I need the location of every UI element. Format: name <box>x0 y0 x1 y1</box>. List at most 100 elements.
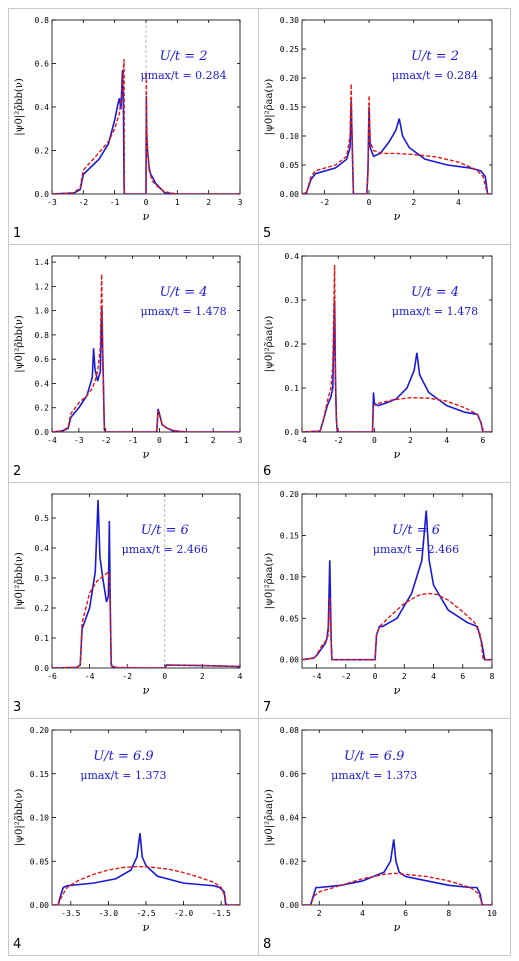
mu-max-annotation: μmax/t = 0.284 <box>141 69 227 82</box>
y-tick-label: 0.1 <box>285 384 300 393</box>
y-tick-label: 0.2 <box>35 604 50 613</box>
u-over-t-annotation: U/t = 4 <box>411 285 459 300</box>
x-tick-label: 2 <box>402 672 407 681</box>
x-tick-label: 2 <box>411 198 416 207</box>
x-tick-label: 10 <box>487 909 497 918</box>
x-tick-label: -4 <box>85 672 95 681</box>
exact-density-line <box>302 839 492 905</box>
x-tick-label: -4 <box>47 436 57 445</box>
chart-panel-5: -2 0 2 4 0.00 0.05 0.10 0.15 0.20 0.25 0.30 ν |ψ0|²ρ… <box>258 8 510 244</box>
panel-number: 1 <box>13 226 21 241</box>
x-tick-label: 8 <box>490 672 495 681</box>
chart-svg: -4 -3 -2 -1 0 1 2 3 0.0 0.2 0.4 0.6 0.8 1.0 1.2 1.4 ν |ψ0… <box>13 255 243 479</box>
y-tick-label: 0.10 <box>280 132 299 141</box>
exact-density-line <box>52 499 240 668</box>
chart-panel-7: -4 -2 0 2 4 6 8 0.00 0.05 0.10 0.15 0.20 ν |ψ0|²ρ̃aa(… <box>258 482 510 718</box>
mu-max-annotation: μmax/t = 1.478 <box>392 305 478 318</box>
y-tick-label: 0.0 <box>35 664 50 673</box>
y-tick-label: 1.0 <box>35 307 50 316</box>
u-over-t-annotation: U/t = 4 <box>160 285 208 300</box>
x-tick-label: -2.5 <box>136 909 155 918</box>
y-tick-label: 0.20 <box>280 74 299 83</box>
u-over-t-annotation: U/t = 2 <box>411 49 459 64</box>
u-over-t-annotation: U/t = 6.9 <box>344 749 404 764</box>
y-tick-label: 0.2 <box>285 340 300 349</box>
approx-density-line <box>302 264 492 432</box>
y-tick-label: 0.3 <box>35 574 50 583</box>
x-tick-label: -1 <box>110 198 120 207</box>
grid-rule <box>8 482 510 483</box>
y-axis-label: |ψ0|²ρ̃aa(ν) <box>264 789 275 846</box>
y-tick-label: 0.0 <box>35 428 50 437</box>
mu-max-annotation: μmax/t = 0.284 <box>392 69 478 82</box>
x-tick-label: -4 <box>297 436 307 445</box>
x-tick-label: -2 <box>79 198 89 207</box>
x-tick-label: 0 <box>367 198 372 207</box>
y-tick-label: 0.04 <box>280 814 299 823</box>
panel-number: 8 <box>263 937 271 952</box>
y-tick-label: 0.06 <box>280 770 299 779</box>
grid-rule <box>8 244 510 245</box>
y-tick-label: 0.6 <box>35 355 50 364</box>
approx-density-line <box>302 872 492 905</box>
x-tick-label: 3 <box>238 436 243 445</box>
grid-rule <box>8 8 510 9</box>
plot-frame <box>51 493 241 669</box>
y-tick-label: 0.1 <box>35 634 50 643</box>
x-tick-label: 0 <box>162 672 167 681</box>
mu-max-annotation: μmax/t = 2.466 <box>373 543 459 556</box>
y-axis-label: |ψ0|²ρ̃bb(ν) <box>14 789 25 847</box>
panel-number: 6 <box>263 464 271 479</box>
x-tick-label: -2 <box>320 198 330 207</box>
panel-number: 5 <box>263 226 271 241</box>
chart-svg: -6 -4 -2 0 2 4 0.0 0.1 0.2 0.3 0.4 0.5 ν |ψ0|²ρ̃bb(ν)… <box>13 493 243 715</box>
y-tick-label: 0.20 <box>280 490 299 499</box>
y-tick-label: 0.30 <box>280 16 299 25</box>
chart-panel-3: -6 -4 -2 0 2 4 0.0 0.1 0.2 0.3 0.4 0.5 ν |ψ0|²ρ̃bb(ν)… <box>8 482 258 718</box>
chart-panel-1: -3 -2 -1 0 1 2 3 0.0 0.2 0.4 0.6 0.8 ν |ψ0|²ρ̃bb(ν) 1 U… <box>8 8 258 244</box>
x-axis-label: ν <box>143 210 150 223</box>
y-tick-label: 0.15 <box>280 531 299 540</box>
exact-density-line <box>302 101 492 194</box>
x-axis-label: ν <box>394 448 401 461</box>
y-tick-label: 0.8 <box>35 16 50 25</box>
x-tick-label: 4 <box>444 436 449 445</box>
x-axis-label: ν <box>143 448 150 461</box>
y-tick-label: 0.00 <box>280 901 299 910</box>
chart-panel-2: -4 -3 -2 -1 0 1 2 3 0.0 0.2 0.4 0.6 0.8 1.0 1.2 1.4 ν |ψ0… <box>8 244 258 482</box>
y-axis-label: |ψ0|²ρ̃aa(ν) <box>264 79 275 136</box>
chart-panel-8: 2 4 6 8 10 0.00 0.02 0.04 0.06 0.08 ν |ψ0|²ρ̃aa(ν) 8… <box>258 718 510 955</box>
x-tick-label: -2 <box>341 672 351 681</box>
plot-frame <box>301 255 493 433</box>
x-tick-label: -3 <box>74 436 84 445</box>
chart-svg: -2 0 2 4 0.00 0.05 0.10 0.15 0.20 0.25 0.30 ν |ψ0|²ρ… <box>263 16 493 241</box>
u-over-t-annotation: U/t = 6.9 <box>93 749 153 764</box>
x-tick-label: 0 <box>157 436 162 445</box>
mu-max-annotation: μmax/t = 1.478 <box>141 305 227 318</box>
mu-max-annotation: μmax/t = 1.373 <box>80 769 166 782</box>
panel-number: 7 <box>263 700 271 715</box>
x-axis-label: ν <box>394 210 401 223</box>
x-tick-label: 1 <box>184 436 189 445</box>
exact-density-line <box>52 69 240 194</box>
panel-number: 2 <box>13 464 21 479</box>
y-tick-label: 0.20 <box>30 726 49 735</box>
y-tick-label: 0.0 <box>285 428 300 437</box>
x-tick-label: 4 <box>360 909 365 918</box>
x-axis-label: ν <box>394 921 401 934</box>
y-tick-label: 0.05 <box>280 614 299 623</box>
x-tick-label: 2 <box>206 198 211 207</box>
mu-max-annotation: μmax/t = 2.466 <box>122 543 208 556</box>
y-tick-label: 0.05 <box>30 857 49 866</box>
y-tick-label: 0.5 <box>35 514 50 523</box>
y-tick-label: 0.4 <box>35 103 50 112</box>
grid-rule <box>8 8 9 955</box>
u-over-t-annotation: U/t = 6 <box>141 523 189 538</box>
y-tick-label: 0.8 <box>35 331 50 340</box>
y-tick-label: 0.25 <box>280 45 299 54</box>
y-axis-label: |ψ0|²ρ̃bb(ν) <box>14 552 25 610</box>
x-tick-label: 2 <box>317 909 322 918</box>
x-tick-label: 1 <box>175 198 180 207</box>
x-tick-label: -6 <box>47 672 57 681</box>
